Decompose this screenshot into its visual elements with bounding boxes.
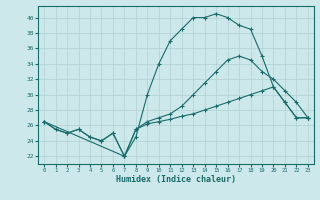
X-axis label: Humidex (Indice chaleur): Humidex (Indice chaleur) <box>116 175 236 184</box>
